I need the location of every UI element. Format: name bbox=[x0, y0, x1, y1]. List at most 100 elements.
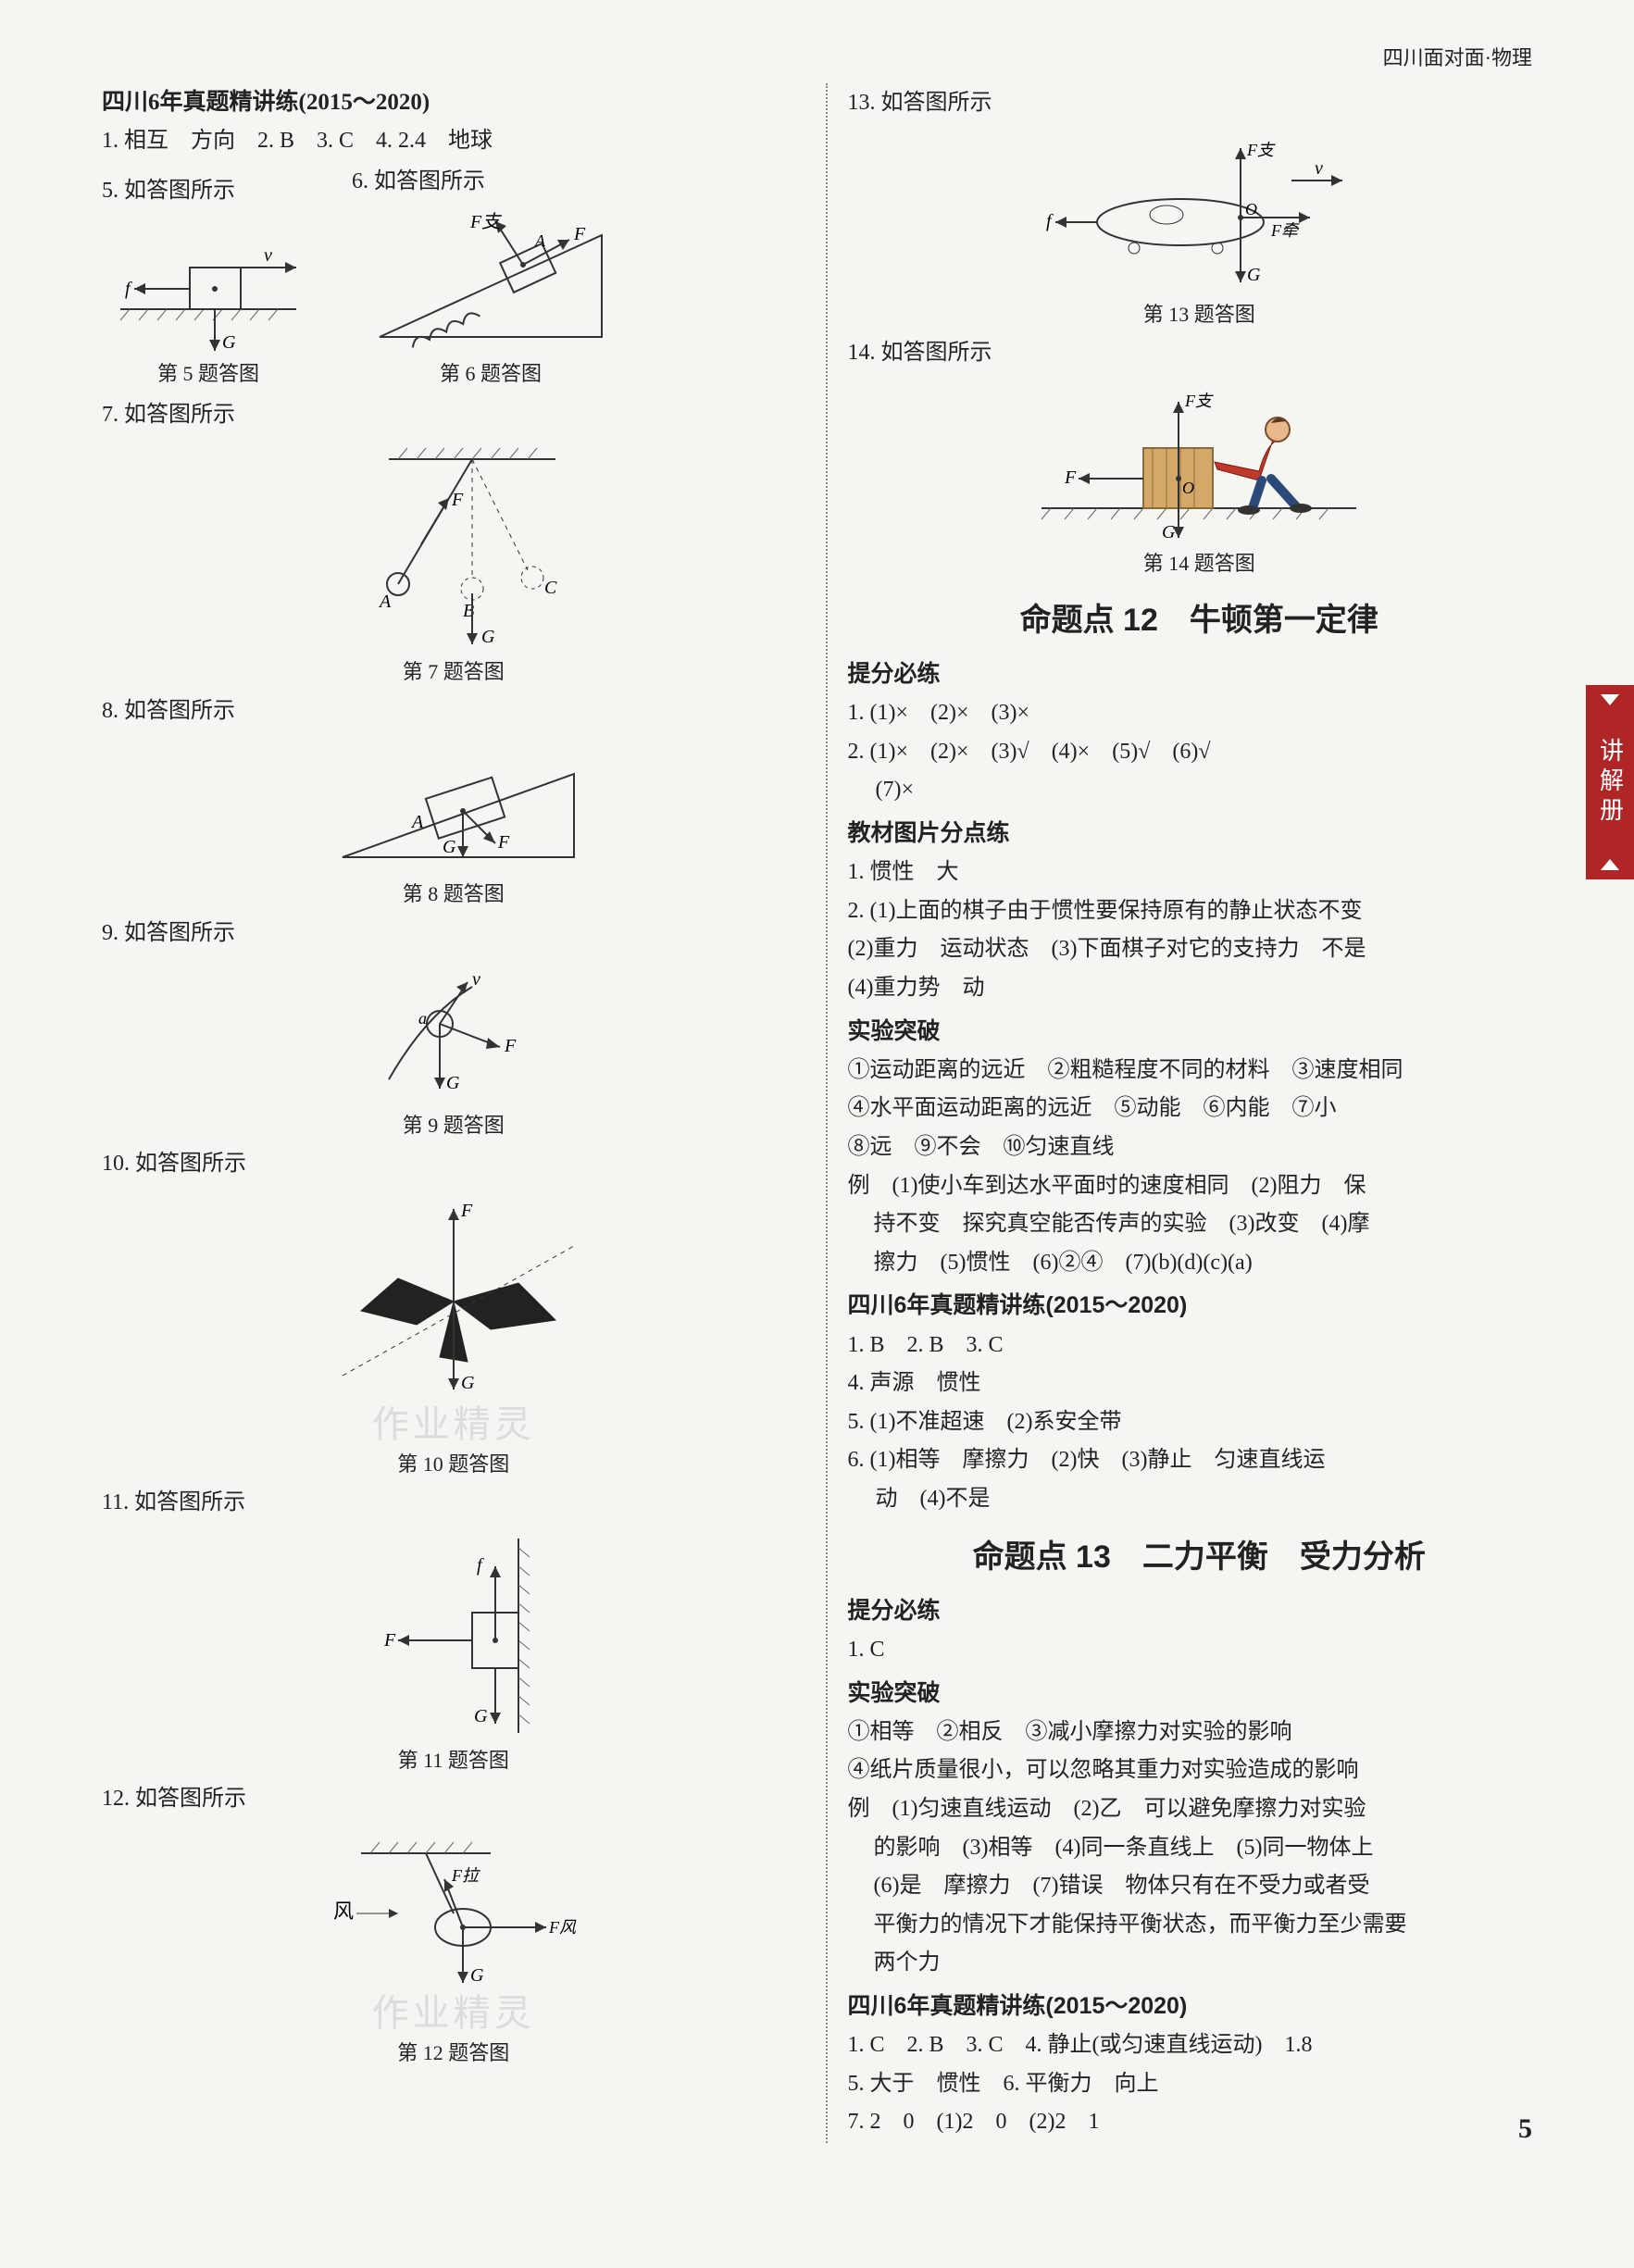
caption-9: 第 9 题答图 bbox=[102, 1109, 805, 1142]
figure-11: f F G 第 11 题答图 bbox=[102, 1529, 805, 1777]
svg-text:风: 风 bbox=[333, 1900, 354, 1923]
six-head: 四川6年真题精讲练(2015～2020) bbox=[848, 1287, 1552, 1325]
left-column: 四川6年真题精讲练(2015～2020) 1. 相互 方向 2. B 3. C … bbox=[102, 83, 805, 2143]
pic2a: 2. (1)上面的棋子由于惯性要保持原有的静止状态不变 bbox=[848, 893, 1552, 930]
caption-13: 第 13 题答图 bbox=[848, 298, 1552, 331]
figure-8: A G F 第 8 题答图 bbox=[102, 737, 805, 911]
caption-8: 第 8 题答图 bbox=[102, 878, 805, 911]
answers-line-1: 1. 相互 方向 2. B 3. C 4. 2.4 地球 bbox=[102, 123, 805, 160]
exp13-2: ④纸片质量很小，可以忽略其重力对实验造成的影响 bbox=[848, 1752, 1552, 1789]
caption-5: 第 5 题答图 bbox=[102, 357, 315, 391]
right-column: 13. 如答图所示 O F支 G F牵 f v 第 13 题答图 14. 如答图… bbox=[848, 83, 1552, 2143]
svg-text:f: f bbox=[1046, 211, 1054, 231]
ex13-a: 例 (1)匀速直线运动 (2)乙 可以避免摩擦力对实验 bbox=[848, 1791, 1552, 1828]
svg-text:O: O bbox=[1245, 200, 1257, 218]
tf13-head: 提分必练 bbox=[848, 1592, 1552, 1630]
caption-7: 第 7 题答图 bbox=[102, 655, 805, 689]
tf13-1: 1. C bbox=[848, 1632, 1552, 1669]
svg-text:F: F bbox=[451, 490, 464, 510]
exp1: ①运动距离的远近 ②粗糙程度不同的材料 ③速度相同 bbox=[848, 1053, 1552, 1090]
q7-label: 7. 如答图所示 bbox=[102, 397, 805, 434]
q11-label: 11. 如答图所示 bbox=[102, 1485, 805, 1522]
tf2b: (7)× bbox=[848, 772, 1552, 809]
figure-6: F支 F A 第 6 题答图 bbox=[352, 207, 630, 391]
q13-label: 13. 如答图所示 bbox=[848, 85, 1552, 122]
svg-text:G: G bbox=[443, 837, 456, 857]
six13-5: 5. 大于 惯性 6. 平衡力 向上 bbox=[848, 2066, 1552, 2103]
figure-9: a v F G 第 9 题答图 bbox=[102, 959, 805, 1142]
svg-text:F: F bbox=[383, 1630, 396, 1651]
figure-13: O F支 G F牵 f v 第 13 题答图 bbox=[848, 130, 1552, 331]
six1: 1. B 2. B 3. C bbox=[848, 1327, 1552, 1365]
exp2: ④水平面运动距离的远近 ⑤动能 ⑥内能 ⑦小 bbox=[848, 1090, 1552, 1128]
six13-7: 7. 2 0 (1)2 0 (2)2 1 bbox=[848, 2104, 1552, 2141]
six13-head: 四川6年真题精讲练(2015～2020) bbox=[848, 1988, 1552, 2025]
column-divider bbox=[826, 83, 828, 2143]
svg-text:F: F bbox=[460, 1201, 473, 1221]
svg-text:v: v bbox=[472, 969, 480, 990]
svg-text:f: f bbox=[125, 279, 132, 299]
pic-head: 教材图片分点练 bbox=[848, 815, 1552, 853]
svg-text:F: F bbox=[497, 832, 510, 853]
svg-text:a: a bbox=[418, 1009, 427, 1028]
caption-14: 第 14 题答图 bbox=[848, 547, 1552, 580]
svg-text:C: C bbox=[544, 578, 557, 598]
svg-text:F: F bbox=[573, 224, 586, 244]
figure-5: f v G 第 5 题答图 bbox=[102, 217, 315, 391]
six4: 4. 声源 惯性 bbox=[848, 1365, 1552, 1402]
ex-a: 例 (1)使小车到达水平面时的速度相同 (2)阻力 保 bbox=[848, 1168, 1552, 1205]
figure-12: F拉 F风 G 风 作业精灵 第 12 题答图 bbox=[102, 1826, 805, 2070]
svg-text:F风: F风 bbox=[548, 1918, 577, 1937]
svg-text:G: G bbox=[461, 1373, 475, 1393]
svg-text:G: G bbox=[1162, 522, 1176, 542]
tf2: 2. (1)× (2)× (3)√ (4)× (5)√ (6)√ bbox=[848, 734, 1552, 771]
side-tab: 讲解册 bbox=[1586, 685, 1634, 879]
svg-text:G: G bbox=[474, 1706, 488, 1726]
svg-text:A: A bbox=[410, 812, 424, 832]
six13-1: 1. C 2. B 3. C 4. 静止(或匀速直线运动) 1.8 bbox=[848, 2027, 1552, 2064]
caption-6: 第 6 题答图 bbox=[352, 357, 630, 391]
figure-7: A B C F G 第 7 题答图 bbox=[102, 441, 805, 689]
caption-11: 第 11 题答图 bbox=[102, 1744, 805, 1777]
ex13-c: (6)是 摩擦力 (7)错误 物体只有在不受力或者受 bbox=[848, 1868, 1552, 1905]
exp-head: 实验突破 bbox=[848, 1013, 1552, 1051]
watermark: 作业精灵 bbox=[102, 1394, 805, 1455]
six6b: 动 (4)不是 bbox=[848, 1481, 1552, 1518]
topic-12-title: 命题点 12 牛顿第一定律 bbox=[848, 594, 1552, 646]
svg-text:F: F bbox=[504, 1036, 517, 1056]
svg-text:F拉: F拉 bbox=[451, 1866, 480, 1885]
svg-text:F: F bbox=[1064, 467, 1077, 488]
ex13-b: 的影响 (3)相等 (4)同一条直线上 (5)同一物体上 bbox=[848, 1830, 1552, 1867]
q10-label: 10. 如答图所示 bbox=[102, 1146, 805, 1183]
svg-text:G: G bbox=[481, 627, 495, 647]
ex13-d: 平衡力的情况下才能保持平衡状态，而平衡力至少需要 bbox=[848, 1907, 1552, 1944]
svg-text:v: v bbox=[1315, 158, 1323, 179]
svg-text:v: v bbox=[264, 245, 272, 266]
svg-text:F支: F支 bbox=[1246, 141, 1276, 159]
topic-13-title: 命题点 13 二力平衡 受力分析 bbox=[848, 1531, 1552, 1583]
tf-head: 提分必练 bbox=[848, 655, 1552, 693]
six5: 5. (1)不准超速 (2)系安全带 bbox=[848, 1404, 1552, 1441]
exp13-head: 实验突破 bbox=[848, 1675, 1552, 1713]
pic2c: (4)重力势 动 bbox=[848, 970, 1552, 1007]
ex-c: 擦力 (5)惯性 (6)②④ (7)(b)(d)(c)(a) bbox=[848, 1245, 1552, 1282]
svg-text:F牵: F牵 bbox=[1270, 221, 1300, 240]
figure-10: F G 作业精灵 第 10 题答图 bbox=[102, 1190, 805, 1481]
watermark-2: 作业精灵 bbox=[102, 1983, 805, 2044]
left-title: 四川6年真题精讲练(2015～2020) bbox=[102, 83, 805, 121]
q8-label: 8. 如答图所示 bbox=[102, 693, 805, 730]
q9-label: 9. 如答图所示 bbox=[102, 916, 805, 953]
svg-text:O: O bbox=[1182, 479, 1194, 497]
svg-text:F支: F支 bbox=[469, 212, 502, 232]
q12-label: 12. 如答图所示 bbox=[102, 1781, 805, 1818]
svg-text:G: G bbox=[446, 1073, 460, 1093]
pic1: 1. 惯性 大 bbox=[848, 854, 1552, 891]
exp13-1: ①相等 ②相反 ③减小摩擦力对实验的影响 bbox=[848, 1714, 1552, 1751]
q14-label: 14. 如答图所示 bbox=[848, 335, 1552, 372]
svg-text:A: A bbox=[378, 592, 392, 612]
tf1: 1. (1)× (2)× (3)× bbox=[848, 695, 1552, 732]
q5-label: 5. 如答图所示 bbox=[102, 173, 315, 210]
ex13-e: 两个力 bbox=[848, 1945, 1552, 1982]
book-title: 四川面对面·物理 bbox=[1383, 42, 1532, 75]
pic2b: (2)重力 运动状态 (3)下面棋子对它的支持力 不是 bbox=[848, 931, 1552, 968]
